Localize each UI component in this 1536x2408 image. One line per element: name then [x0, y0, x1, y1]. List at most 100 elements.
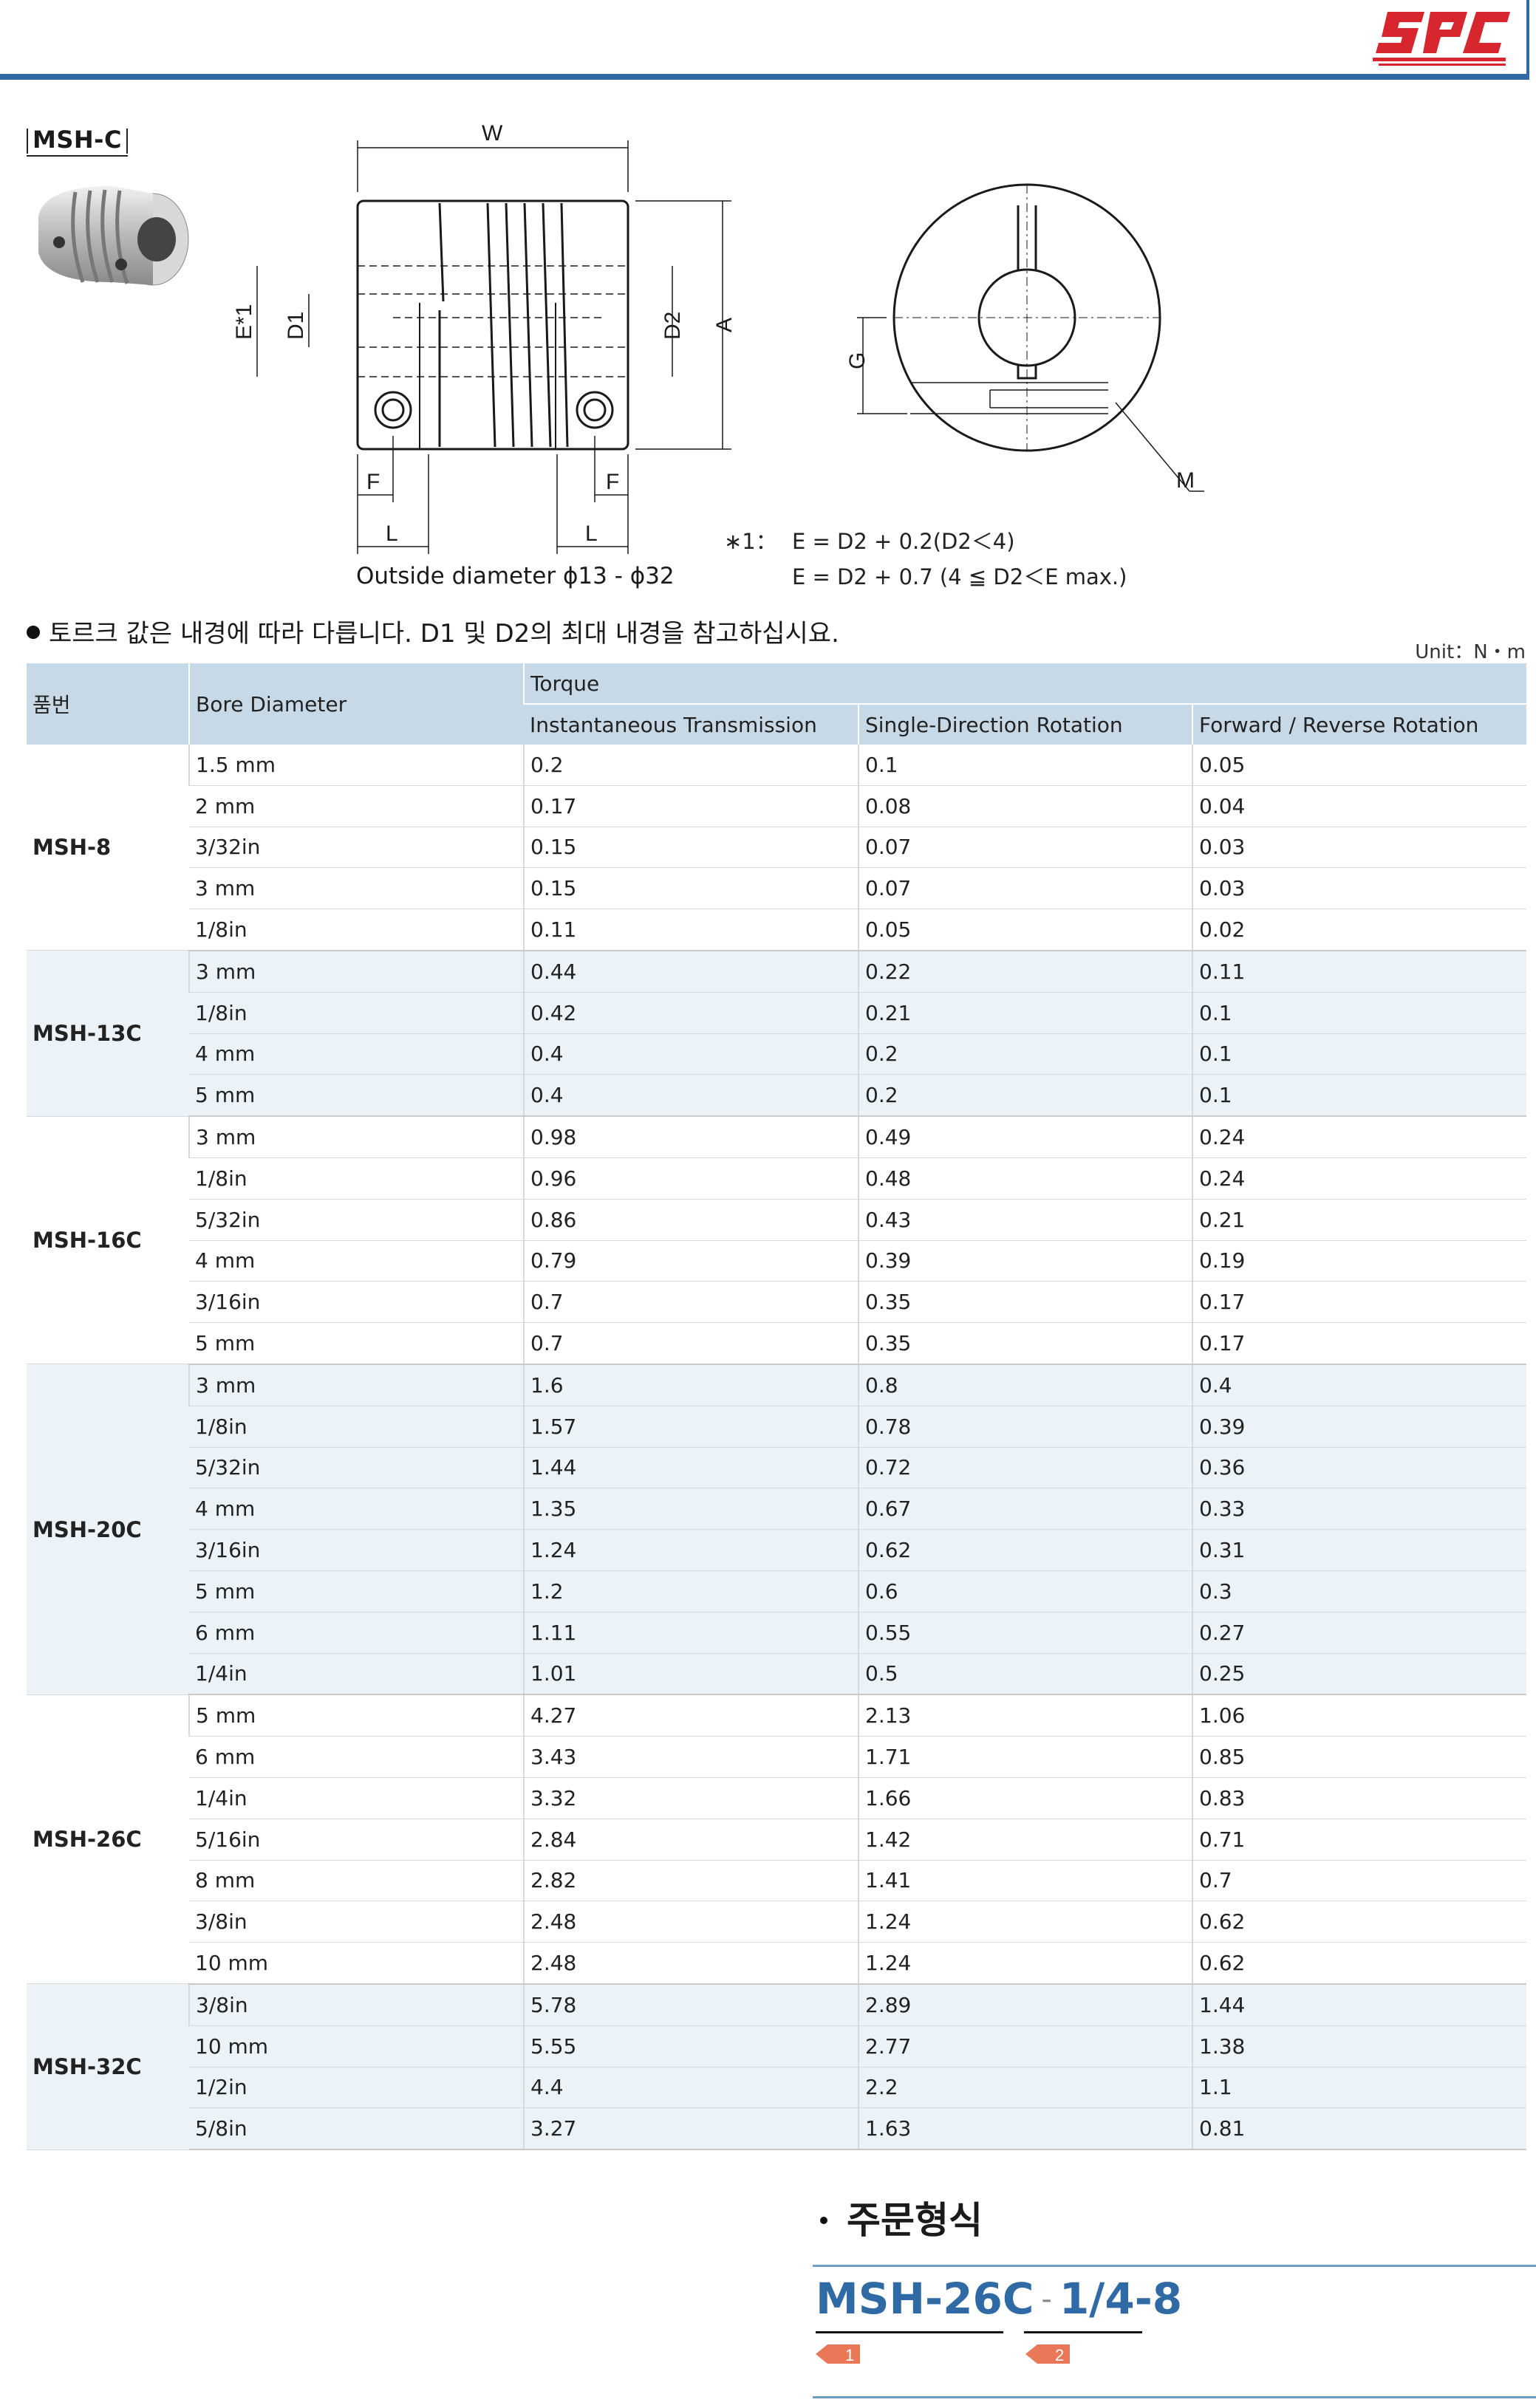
single-direction-cell: 0.07: [858, 827, 1192, 869]
header-torque: Torque: [523, 663, 1526, 704]
table-row: 3 mm 0.15 0.07 0.03: [27, 867, 1526, 910]
table-row: 4 mm 0.79 0.39 0.19: [27, 1240, 1526, 1282]
single-direction-cell: 0.6: [858, 1570, 1192, 1612]
instantaneous-cell: 5.78: [523, 1983, 859, 2026]
bore-cell: 3/32in: [189, 827, 524, 869]
single-direction-cell: 2.77: [858, 2025, 1192, 2067]
bore-cell: 5 mm: [189, 1322, 524, 1365]
order-code-dash: -: [1041, 2282, 1052, 2316]
instantaneous-cell: 1.35: [523, 1488, 859, 1530]
bore-cell: 3/8in: [189, 1901, 524, 1943]
instantaneous-cell: 2.84: [523, 1819, 859, 1861]
dim-e-label: E*1: [232, 304, 256, 340]
instantaneous-cell: 0.15: [523, 827, 859, 869]
order-code: MSH-26C -1/4-8: [816, 2274, 1182, 2324]
forward-reverse-cell: 0.19: [1192, 1240, 1526, 1282]
dim-w-label: W: [482, 121, 503, 146]
footnote-line-2: E = D2 + 0.7 (4 ≦ D2＜E max.): [792, 564, 1127, 589]
bore-cell: 3 mm: [189, 867, 524, 910]
forward-reverse-cell: 0.33: [1192, 1488, 1526, 1530]
table-row: 3/8in 2.48 1.24 0.62: [27, 1901, 1526, 1943]
single-direction-cell: 0.78: [858, 1406, 1192, 1448]
instantaneous-cell: 1.44: [523, 1447, 859, 1489]
single-direction-cell: 0.39: [858, 1240, 1192, 1282]
single-direction-cell: 0.5: [858, 1653, 1192, 1696]
table-row: 5/8in 3.27 1.63 0.81: [27, 2107, 1526, 2151]
forward-reverse-cell: 0.62: [1192, 1942, 1526, 1985]
instantaneous-cell: 0.4: [523, 1033, 859, 1075]
bore-cell: 3/16in: [189, 1281, 524, 1324]
dim-f-left-label: F: [366, 470, 380, 494]
single-direction-cell: 1.24: [858, 1901, 1192, 1943]
instantaneous-cell: 0.7: [523, 1281, 859, 1324]
instantaneous-cell: 0.44: [523, 950, 859, 993]
order-tag-2-label: 2: [1055, 2346, 1064, 2364]
order-underline-1: [816, 2331, 1003, 2333]
table-row: 10 mm 5.55 2.77 1.38: [27, 2025, 1526, 2067]
bore-cell: 5/32in: [189, 1199, 524, 1241]
instantaneous-cell: 1.57: [523, 1406, 859, 1448]
table-row: 5/32in 0.86 0.43 0.21: [27, 1199, 1526, 1241]
forward-reverse-cell: 0.02: [1192, 909, 1526, 951]
bore-cell: 3/16in: [189, 1529, 524, 1571]
table-row: MSH-16C 3 mm 0.98 0.49 0.24: [27, 1116, 1526, 1365]
bore-cell: 4 mm: [189, 1240, 524, 1282]
instantaneous-cell: 0.17: [523, 785, 859, 827]
single-direction-cell: 0.48: [858, 1157, 1192, 1200]
table-row: 1/2in 4.4 2.2 1.1: [27, 2067, 1526, 2109]
bore-cell: 1/4in: [189, 1653, 524, 1696]
forward-reverse-cell: 0.3: [1192, 1570, 1526, 1612]
instantaneous-cell: 0.42: [523, 992, 859, 1034]
order-tag-2: 2: [1025, 2344, 1070, 2364]
instantaneous-cell: 0.11: [523, 909, 859, 951]
forward-reverse-cell: 0.83: [1192, 1777, 1526, 1819]
coupling-photo: [38, 186, 189, 286]
table-row: 1/4in 1.01 0.5 0.25: [27, 1653, 1526, 1696]
order-tag-1-label: 1: [845, 2346, 854, 2364]
model-cell: MSH-13C: [27, 950, 189, 1117]
table-row: 3/16in 1.24 0.62 0.31: [27, 1529, 1526, 1571]
instantaneous-cell: 0.86: [523, 1199, 859, 1241]
single-direction-cell: 0.08: [858, 785, 1192, 827]
bullet-icon: [27, 626, 40, 639]
bore-cell: 2 mm: [189, 785, 524, 827]
model-cell: MSH-20C: [27, 1364, 189, 1695]
table-row: 1/8in 1.57 0.78 0.39: [27, 1406, 1526, 1448]
forward-reverse-cell: 1.1: [1192, 2067, 1526, 2109]
dim-l-right-label: L: [585, 521, 598, 546]
single-direction-cell: 1.42: [858, 1819, 1192, 1861]
table-row: 4 mm 0.4 0.2 0.1: [27, 1033, 1526, 1075]
unit-label: Unit：N・m: [1415, 641, 1526, 663]
table-row: 1/4in 3.32 1.66 0.83: [27, 1777, 1526, 1819]
bore-cell: 6 mm: [189, 1612, 524, 1654]
bore-cell: 1/8in: [189, 992, 524, 1034]
order-code-model: MSH-26C: [816, 2274, 1034, 2324]
single-direction-cell: 2.89: [858, 1983, 1192, 2026]
model-cell: MSH-16C: [27, 1116, 189, 1365]
table-row: 2 mm 0.17 0.08 0.04: [27, 785, 1526, 827]
instantaneous-cell: 1.01: [523, 1653, 859, 1696]
forward-reverse-cell: 0.71: [1192, 1819, 1526, 1861]
order-format-title: 주문형식: [847, 2199, 983, 2242]
table-row: 3/32in 0.15 0.07 0.03: [27, 827, 1526, 869]
table-row: MSH-8 1.5 mm 0.2 0.1 0.05: [27, 745, 1526, 951]
dim-d2-label: D2: [661, 312, 685, 340]
forward-reverse-cell: 0.62: [1192, 1901, 1526, 1943]
dim-m-label: M: [1176, 468, 1195, 493]
single-direction-cell: 0.35: [858, 1322, 1192, 1365]
forward-reverse-cell: 0.11: [1192, 950, 1526, 993]
footnote-line-1: E = D2 + 0.2(D2＜4): [792, 529, 1015, 554]
bore-cell: 1/8in: [189, 909, 524, 951]
single-direction-cell: 0.62: [858, 1529, 1192, 1571]
instantaneous-cell: 0.15: [523, 867, 859, 910]
dim-a-label: A: [712, 318, 737, 332]
header-rule: [0, 74, 1529, 80]
forward-reverse-cell: 0.36: [1192, 1447, 1526, 1489]
single-direction-cell: 0.2: [858, 1033, 1192, 1075]
instantaneous-cell: 4.4: [523, 2067, 859, 2109]
header-part-number: 품번: [27, 663, 189, 745]
table-row: 6 mm 3.43 1.71 0.85: [27, 1736, 1526, 1778]
instantaneous-cell: 3.27: [523, 2107, 859, 2151]
table-row: MSH-20C 3 mm 1.6 0.8 0.4: [27, 1364, 1526, 1695]
single-direction-cell: 2.13: [858, 1694, 1192, 1737]
